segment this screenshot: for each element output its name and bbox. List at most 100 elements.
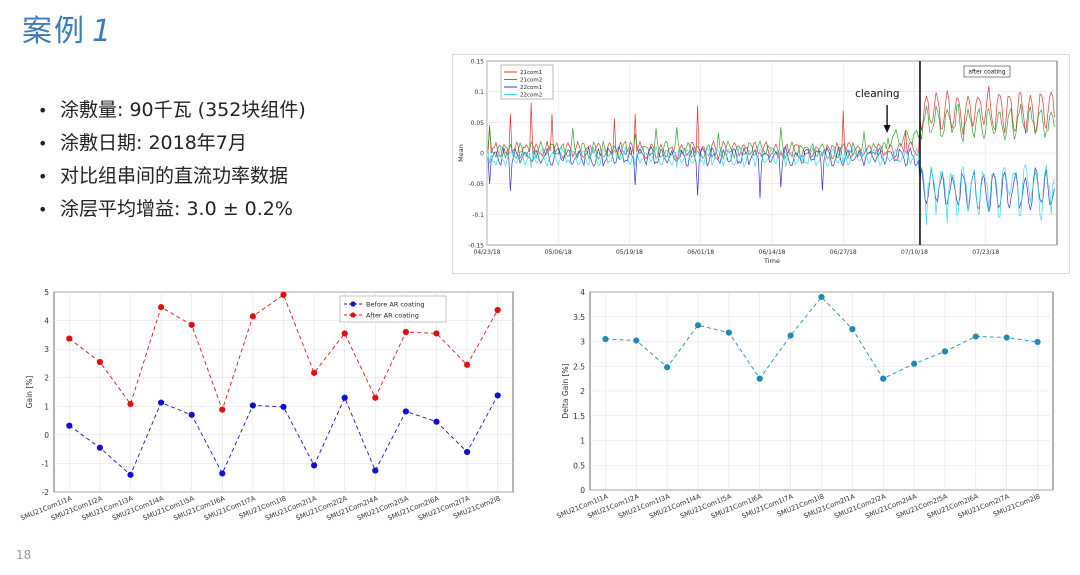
x-tick-label: 06/27/18 (830, 249, 857, 256)
y-tick-label: 1 (580, 437, 585, 446)
data-point (311, 462, 318, 469)
gain-chart: -2 -1 0 1 2 3 4 5 SMU21Com1I1A SMU21Com1I2A SMU21C… (8, 284, 526, 544)
y-tick-label: 1.5 (573, 412, 585, 421)
data-point (911, 360, 918, 367)
y-tick-label: -0.1 (472, 212, 484, 219)
data-point (787, 332, 794, 339)
data-point (433, 418, 440, 425)
time-series-svg: -0.15 -0.1 -0.05 0 0.05 0.1 0.15 04/23/18 05/06/… (457, 59, 1058, 265)
data-point (664, 364, 671, 371)
data-point (725, 329, 732, 336)
data-point (311, 369, 318, 376)
series-line (605, 296, 1038, 380)
data-point (341, 394, 348, 401)
time-series-chart: -0.15 -0.1 -0.05 0 0.05 0.1 0.15 04/23/18 05/06/… (452, 54, 1070, 274)
y-tick-label: 0.1 (474, 89, 484, 96)
data-point (941, 348, 949, 355)
data-point (188, 321, 195, 328)
slide-title-number: 1 (92, 14, 114, 49)
delta-gain-svg: 00.511.522.533.54SMU21Com1I1ASMU21Com1I2… (556, 288, 1054, 520)
x-tick-label: 05/06/18 (545, 249, 572, 256)
data-point (158, 304, 165, 311)
data-point (402, 408, 409, 415)
data-point (127, 471, 134, 478)
data-point (464, 448, 471, 456)
legend-box (339, 295, 447, 323)
y-tick-label: 3 (44, 345, 49, 354)
series-line-22com2 (487, 145, 1055, 226)
data-point (602, 335, 609, 343)
slide-title: 案例 1 (22, 6, 113, 50)
x-tick-label: 06/14/18 (759, 249, 786, 256)
page-number: 18 (16, 548, 32, 562)
data-point (96, 444, 103, 451)
legend-label: Before AR coating (366, 301, 424, 309)
x-tick-label: 07/10/18 (901, 249, 928, 256)
data-point (280, 403, 287, 410)
series-line-21com2 (487, 103, 1055, 161)
y-tick-label: 1 (44, 402, 49, 411)
y-axis-label: Gain [%] (25, 376, 34, 409)
data-point (633, 337, 640, 344)
data-point (66, 422, 73, 429)
legend-label: 22com2 (520, 93, 542, 99)
data-point (249, 313, 256, 320)
y-tick-label: 3.5 (573, 313, 585, 322)
data-point (127, 400, 134, 408)
y-tick-label: 5 (44, 288, 49, 297)
series-line (69, 395, 499, 476)
data-point (219, 470, 226, 477)
data-point (249, 402, 256, 409)
after-coating-box (963, 65, 1011, 78)
legend-label: 21com1 (520, 70, 542, 76)
y-tick-label: 0 (480, 151, 484, 158)
bullet-item: 涂敷日期: 2018年7月 (36, 127, 306, 160)
y-tick-label: 2 (44, 374, 49, 383)
legend-marker (350, 312, 356, 318)
bullet-item: 对比组串间的直流功率数据 (36, 160, 306, 193)
legend-box (500, 64, 554, 100)
x-tick-label: 04/23/18 (474, 249, 501, 256)
data-point (972, 333, 979, 340)
y-tick-label: -1 (42, 459, 50, 468)
legend-marker (350, 301, 356, 307)
y-tick-label: 4 (44, 317, 49, 326)
y-axis-label: Mean (457, 144, 465, 162)
x-tick-label: 05/19/18 (616, 249, 643, 256)
y-tick-label: -0.15 (468, 243, 484, 250)
data-point (1003, 334, 1010, 341)
cleaning-label: cleaning (855, 88, 899, 100)
y-tick-label: 2.5 (573, 362, 585, 371)
x-axis-label: Time (763, 257, 780, 265)
x-tick-label: 06/01/18 (687, 249, 714, 256)
series-line (69, 294, 499, 412)
x-tick-label: 07/23/18 (972, 249, 999, 256)
data-point (494, 392, 501, 399)
bullet-item: 涂敷量: 90千瓦 (352块组件) (36, 94, 306, 127)
y-tick-label: -0.05 (468, 181, 484, 188)
data-point (158, 399, 165, 406)
data-point (402, 328, 409, 336)
y-tick-label: 3 (580, 338, 585, 347)
y-tick-label: 2 (580, 387, 585, 396)
delta-gain-chart: 0 0.5 1 1.5 2 2.5 3 3.5 4 SMU21Com1I1A SMU21Com1I2… (548, 284, 1066, 544)
y-tick-label: 4 (580, 288, 585, 297)
legend-label: 22com1 (520, 85, 542, 91)
y-tick-label: 0 (580, 486, 585, 495)
data-point (188, 411, 195, 418)
legend-label: 21com2 (520, 78, 542, 84)
data-point (694, 322, 702, 329)
data-point (96, 358, 103, 366)
data-point (341, 330, 348, 337)
data-point (880, 375, 887, 382)
y-tick-label: 0.15 (471, 59, 485, 66)
cleaning-arrow-head (883, 125, 891, 133)
after-coating-label: after coating (968, 70, 1005, 76)
series-line-22com1 (487, 146, 1055, 213)
data-point (433, 330, 440, 337)
data-point (756, 375, 763, 382)
data-point (372, 467, 379, 474)
y-tick-label: -2 (42, 488, 50, 497)
y-tick-label: 0.05 (471, 120, 485, 127)
data-point (280, 291, 287, 298)
